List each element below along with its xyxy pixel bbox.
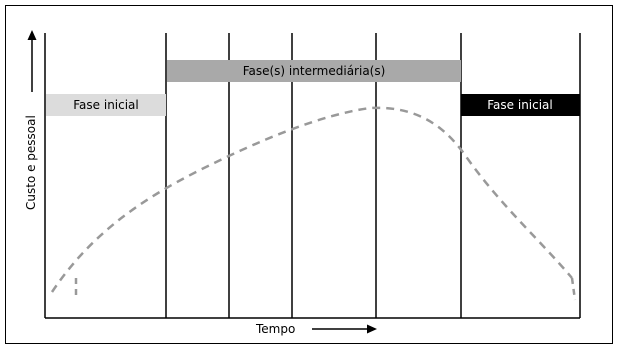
curve-right-tail <box>570 277 577 301</box>
initial-phase-label: Fase inicial <box>73 98 139 112</box>
y-axis-label: Custo e pessoal <box>24 115 38 210</box>
effort-curve <box>50 106 573 293</box>
final-phase-bar <box>461 94 580 116</box>
final-phase-label: Fase inicial <box>487 98 553 112</box>
x-axis-label: Tempo <box>255 322 295 336</box>
x-axis-arrowhead <box>367 324 377 334</box>
intermediate-phase-bar <box>167 60 461 82</box>
y-axis-arrowhead <box>27 30 37 40</box>
outer-border <box>5 5 613 344</box>
initial-phase-bar <box>46 94 166 116</box>
intermediate-phase-label: Fase(s) intermediária(s) <box>243 64 386 78</box>
